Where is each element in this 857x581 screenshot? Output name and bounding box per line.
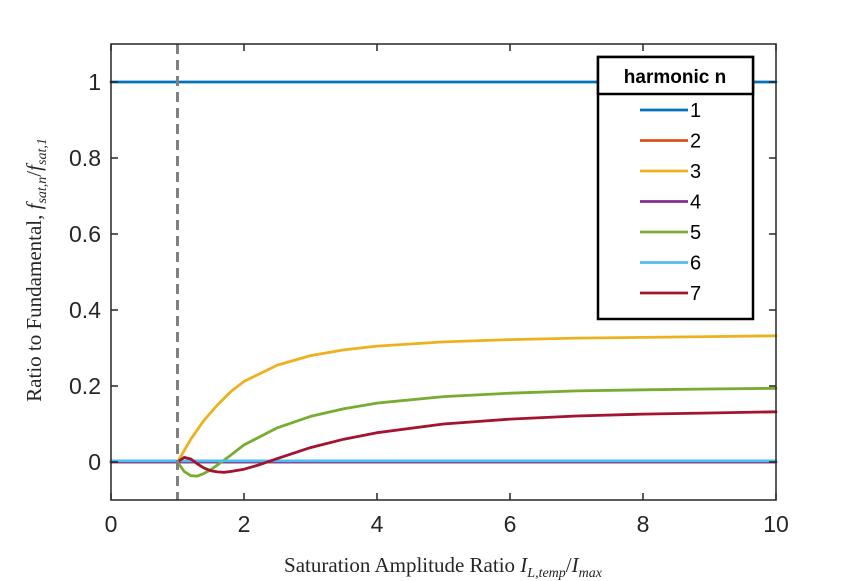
legend-entries: 1 2 3 4 5 6 7 (640, 100, 701, 305)
legend-title-box (596, 55, 755, 96)
plot-area-frame (110, 43, 777, 501)
legend-entry-5: 5 (640, 222, 701, 244)
y-tick-label: 0.8 (69, 145, 101, 171)
x-tick-label: 8 (637, 511, 650, 537)
y-tick-label: 1 (88, 69, 101, 95)
ticks-layer: 0 2 4 6 8 10 0 0.2 0.4 0.6 0.8 1 (69, 44, 789, 537)
legend: harmonic n 1 2 3 4 5 6 7 (596, 55, 755, 321)
legend-box (596, 55, 755, 321)
x-tick-label: 6 (504, 511, 517, 537)
legend-entry-3: 3 (640, 161, 701, 183)
legend-entry-1: 1 (640, 100, 701, 122)
legend-label: 3 (690, 161, 701, 183)
legend-label: 7 (690, 283, 701, 305)
y-tick-label: 0.4 (69, 297, 101, 323)
legend-label: 4 (690, 192, 701, 214)
legend-entry-2: 2 (640, 131, 701, 153)
legend-entry-7: 7 (640, 283, 701, 305)
x-tick-label: 4 (371, 511, 384, 537)
y-tick-label: 0.2 (69, 373, 101, 399)
legend-title: harmonic n (624, 67, 726, 88)
series-line-3 (176, 334, 778, 464)
y-axis-title: Ratio to Fundamental, fsat,n/fsat,1 (22, 138, 50, 402)
legend-label: 5 (690, 222, 701, 244)
series-layer (109, 80, 778, 478)
legend-entry-4: 4 (640, 192, 701, 214)
x-tick-label: 2 (238, 511, 251, 537)
legend-entry-6: 6 (640, 253, 701, 275)
y-tick-label: 0 (88, 449, 101, 475)
series-line-7 (176, 410, 778, 474)
x-axis-title: Saturation Amplitude Ratio IL,temp/Imax (284, 553, 603, 581)
y-tick-label: 0.6 (69, 221, 101, 247)
series-line-5 (176, 386, 778, 478)
x-tick-label: 0 (105, 511, 118, 537)
legend-label: 2 (690, 131, 701, 153)
legend-label: 6 (690, 253, 701, 275)
x-tick-label: 10 (763, 511, 789, 537)
legend-label: 1 (690, 100, 701, 122)
